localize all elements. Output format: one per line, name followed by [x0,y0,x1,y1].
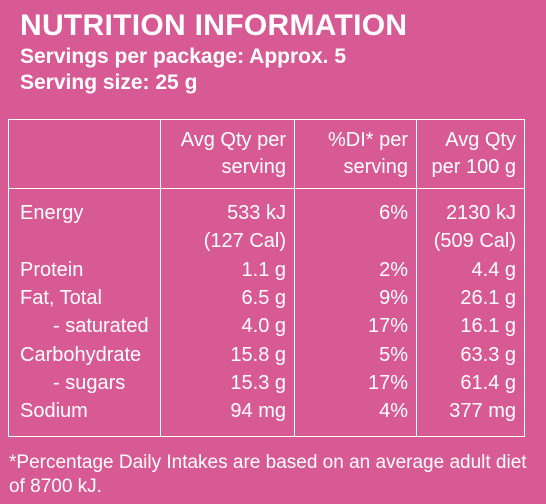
table-row: Protein 1.1 g 2% 4.4 g [8,255,525,285]
cell-di: 6% [294,188,417,256]
servings-per-package: Servings per package: Approx. 5 [20,45,347,68]
cell-di: 17% [294,312,417,341]
cell-per-serving: 15.8 g [160,340,295,370]
footnote: *Percentage Daily Intakes are based on a… [9,452,527,497]
cell-di: 4% [294,397,417,438]
header-blank [8,119,161,189]
cell-per-100g: 26.1 g [416,284,525,313]
cell-per-serving: 6.5 g [160,284,295,313]
header-avg-qty-per-serving: Avg Qty per serving [160,119,295,189]
header-di-per-serving: %DI* per serving [294,119,417,189]
cell-di: 2% [294,255,417,285]
row-label: Energy [8,188,161,256]
row-label: Carbohydrate [8,340,161,370]
row-label: - saturated [8,312,161,341]
table-row: Sodium 94 mg 4% 377 mg [8,397,525,438]
row-label: Sodium [8,397,161,438]
label-header: NUTRITION INFORMATION Servings per packa… [20,8,407,96]
cell-per-100g: 63.3 g [416,340,525,370]
cell-per-serving: 533 kJ (127 Cal) [160,188,295,256]
row-label: - sugars [8,369,161,398]
cell-per-serving: 15.3 g [160,369,295,398]
page-title: NUTRITION INFORMATION [20,9,408,42]
table-row: Carbohydrate 15.8 g 5% 63.3 g [8,340,525,370]
row-label: Fat, Total [8,284,161,313]
cell-di: 9% [294,284,417,313]
cell-di: 5% [294,340,417,370]
row-label: Protein [8,255,161,285]
nutrition-table: Avg Qty per serving %DI* per serving Avg Q… [8,119,525,438]
cell-per-100g: 4.4 g [416,255,525,285]
table-row: - saturated 4.0 g 17% 16.1 g [8,312,525,341]
cell-per-serving: 1.1 g [160,255,295,285]
cell-per-serving: 94 mg [160,397,295,438]
cell-di: 17% [294,369,417,398]
cell-per-serving: 4.0 g [160,312,295,341]
table-header-row: Avg Qty per serving %DI* per serving Avg Q… [8,119,525,189]
serving-size: Serving size: 25 g [20,71,198,94]
cell-per-100g: 377 mg [416,397,525,438]
cell-per-100g: 61.4 g [416,369,525,398]
header-avg-qty-per-100g: Avg Qty per 100 g [416,119,525,189]
table-row: Fat, Total 6.5 g 9% 26.1 g [8,284,525,313]
table-row: Energy 533 kJ (127 Cal) 6% 2130 kJ (509 Ca… [8,188,525,256]
table-row: - sugars 15.3 g 17% 61.4 g [8,369,525,398]
cell-per-100g: 2130 kJ (509 Cal) [416,188,525,256]
cell-per-100g: 16.1 g [416,312,525,341]
